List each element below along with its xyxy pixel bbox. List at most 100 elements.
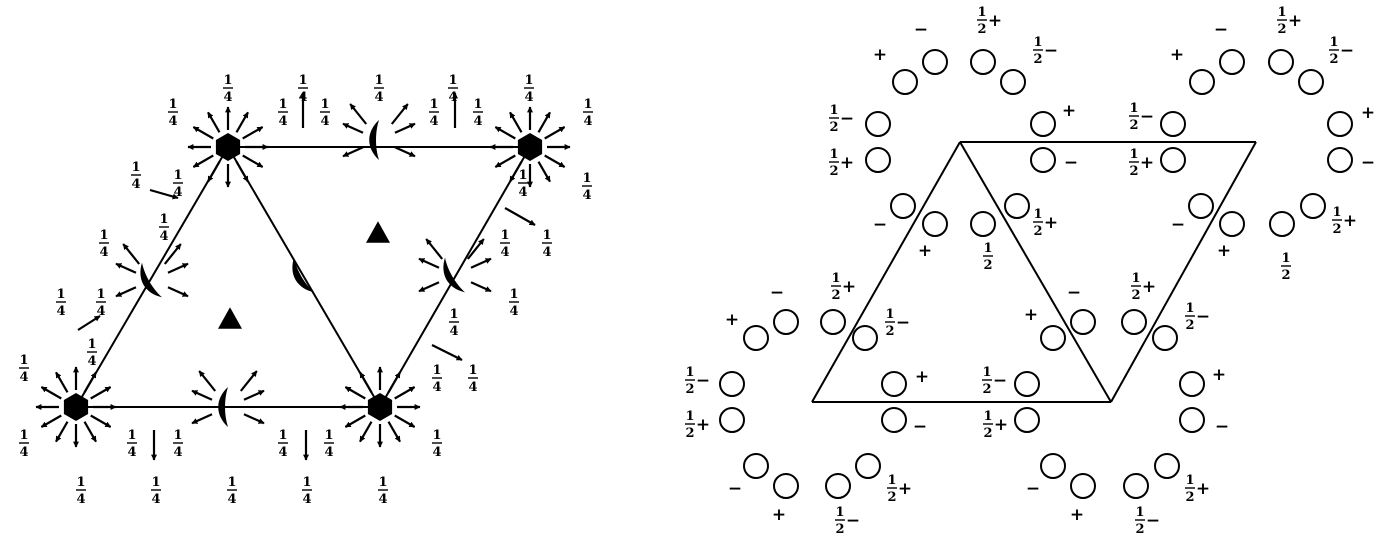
fraction-numerator: 1	[429, 97, 438, 112]
general-position-circle	[922, 49, 948, 75]
fraction-denominator: 4	[127, 445, 136, 460]
quarter-label: 14	[524, 73, 534, 105]
fraction-numerator: 1	[468, 363, 477, 378]
fraction-denominator: 4	[278, 445, 287, 460]
axis-arrow	[394, 414, 416, 428]
half-label: 12	[1281, 251, 1291, 283]
fraction-denominator: 2	[831, 288, 840, 303]
fraction-denominator: 4	[131, 177, 140, 192]
fraction-numerator: 1	[509, 287, 518, 302]
plus-sign: +	[840, 153, 854, 173]
fraction-denominator: 4	[227, 492, 236, 507]
general-position-circle	[890, 193, 916, 219]
half-label: 1 2 +	[1131, 271, 1156, 303]
plus-sign: +	[1343, 211, 1357, 231]
general-position-circle	[773, 309, 799, 335]
plus-sign: +	[842, 277, 856, 297]
fraction-numerator: 1	[685, 409, 694, 424]
minus-sign: −	[1044, 41, 1058, 61]
half-label: 1 2−	[1185, 301, 1210, 333]
fraction-denominator: 4	[298, 90, 307, 105]
fraction-numerator: 1	[227, 475, 236, 490]
plus-sign: +	[918, 241, 932, 261]
fraction-denominator: 4	[223, 90, 232, 105]
fraction-denominator: 4	[448, 90, 457, 105]
fraction-denominator: 4	[374, 90, 383, 105]
symmetry-elements-diagram: 1414141414141414141414141414141414141414…	[19, 73, 593, 507]
axis-arrow	[83, 371, 97, 393]
quarter-label: 14	[429, 97, 439, 129]
fraction-denominator: 4	[449, 324, 458, 339]
half-label: 1 2−	[835, 505, 860, 537]
quarter-label: 14	[278, 97, 288, 129]
axis-arrow	[509, 111, 523, 133]
fraction-numerator: 1	[432, 428, 441, 443]
general-position-circle	[1327, 147, 1353, 173]
fraction-numerator: 1	[374, 73, 383, 88]
plus-sign: +	[772, 505, 786, 525]
axis-arrow	[387, 421, 401, 443]
half-label: 1 2−	[885, 307, 910, 339]
axis-arrow	[504, 207, 536, 226]
fraction-denominator: 2	[1332, 222, 1341, 237]
general-position-circle	[1040, 325, 1066, 351]
axis-arrow	[115, 262, 137, 274]
quarter-label: 14	[432, 363, 442, 395]
general-position-circle	[1121, 309, 1147, 335]
half-label: 1 2 +	[887, 473, 912, 505]
general-position-circle	[1070, 309, 1096, 335]
quarter-label: 14	[87, 337, 97, 369]
general-position-circle	[1179, 407, 1205, 433]
minus-sign: −	[1340, 41, 1354, 61]
fraction-numerator: 1	[685, 365, 694, 380]
general-position-circle	[1268, 49, 1294, 75]
general-position-circle	[1000, 69, 1026, 95]
minus-sign: −	[770, 283, 784, 303]
plus-sign: +	[1361, 103, 1375, 123]
half-label: 1 2−	[685, 365, 710, 397]
fraction-denominator: 4	[524, 90, 533, 105]
plus-sign: +	[873, 45, 887, 65]
general-position-circle	[852, 325, 878, 351]
quarter-label: 14	[76, 475, 86, 507]
twofold-screw-axis-icon	[292, 257, 314, 293]
minus-sign: −	[873, 215, 887, 235]
fraction-denominator: 4	[518, 185, 527, 200]
cell-diagonal	[227, 146, 381, 408]
axis-arrow	[207, 111, 221, 133]
quarter-label: 14	[374, 73, 384, 105]
axis-arrow	[359, 421, 373, 443]
fraction-denominator: 2	[1131, 288, 1140, 303]
fraction-denominator: 4	[96, 304, 105, 319]
fraction-denominator: 2	[1033, 224, 1042, 239]
minus-sign: −	[1361, 153, 1375, 173]
fraction-denominator: 4	[324, 445, 333, 460]
general-position-circle	[1188, 193, 1214, 219]
fraction-numerator: 1	[835, 505, 844, 520]
plus-sign: +	[1142, 277, 1156, 297]
fraction-denominator: 4	[87, 354, 96, 369]
axis-arrow	[235, 111, 249, 133]
fraction-denominator: 4	[432, 445, 441, 460]
quarter-label: 14	[509, 287, 519, 319]
minus-sign: −	[728, 479, 742, 499]
plus-sign: +	[725, 310, 739, 330]
axis-arrow	[394, 122, 416, 134]
axis-arrow	[466, 238, 485, 260]
quarter-label: 14	[168, 97, 178, 129]
half-label: 1 2 +	[831, 271, 856, 303]
fraction-denominator: 4	[19, 445, 28, 460]
general-position-circle	[1014, 407, 1040, 433]
axis-arrow	[83, 421, 97, 443]
twofold-screw-axis-icon	[369, 120, 379, 160]
general-position-circle	[825, 473, 851, 499]
minus-sign: −	[840, 109, 854, 129]
general-position-circle	[855, 453, 881, 479]
axis-arrow	[537, 161, 551, 183]
fraction-numerator: 1	[885, 307, 894, 322]
general-position-circle	[820, 309, 846, 335]
fraction-denominator: 2	[1281, 268, 1290, 283]
minus-sign: −	[1196, 307, 1210, 327]
axis-arrow	[342, 122, 364, 134]
fraction-numerator: 1	[1135, 505, 1144, 520]
